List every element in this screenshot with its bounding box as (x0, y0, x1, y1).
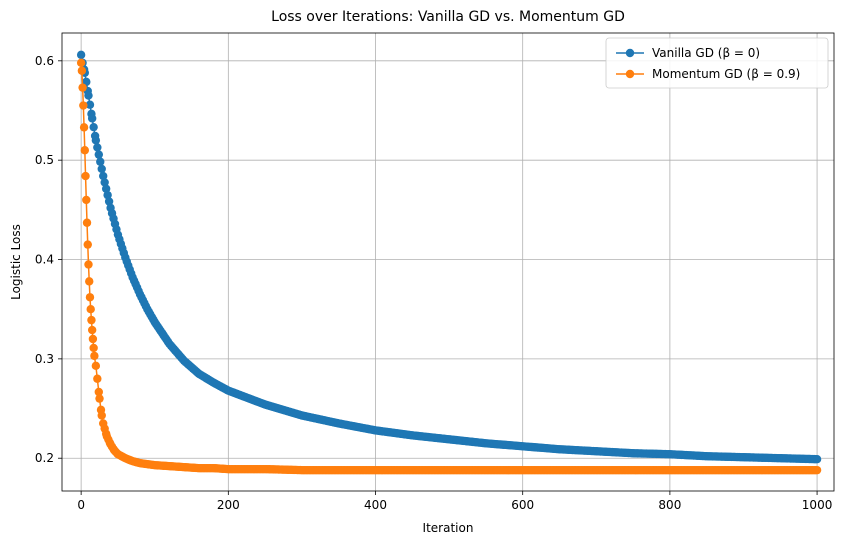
data-point (84, 91, 93, 100)
series-line (80, 54, 818, 460)
data-point (89, 122, 98, 132)
data-point (83, 240, 92, 249)
data-point (87, 325, 97, 335)
y-tick-label: 0.3 (35, 352, 54, 366)
legend-item: Vanilla GD (β = 0) (616, 46, 760, 60)
data-point (97, 164, 106, 174)
data-point (94, 387, 104, 397)
data-point (77, 66, 87, 75)
y-tick-label: 0.2 (35, 451, 54, 465)
legend: Vanilla GD (β = 0) Momentum GD (β = 0.9) (605, 37, 829, 89)
data-point (812, 455, 822, 464)
x-tick-label: 0 (77, 498, 85, 512)
y-tick-label: 0.5 (35, 153, 54, 167)
data-point (104, 197, 114, 206)
data-point (85, 277, 94, 286)
y-tick-label: 0.6 (35, 54, 54, 68)
data-point (91, 361, 101, 371)
data-point (89, 343, 98, 353)
data-point (86, 304, 95, 314)
data-point (99, 171, 108, 181)
data-point (96, 157, 105, 166)
x-tick-label: 1000 (802, 498, 833, 512)
data-point (812, 465, 822, 475)
legend-item: Momentum GD (β = 0.9) (616, 67, 800, 81)
y-axis-label: Logistic Loss (9, 224, 23, 300)
data-point (100, 178, 109, 187)
plot-frame (61, 32, 835, 492)
grid (62, 33, 834, 491)
data-point (81, 171, 90, 181)
x-axis-label: Iteration (423, 521, 474, 535)
data-point (90, 351, 99, 361)
chart-title: Loss over Iterations: Vanilla GD vs. Mom… (271, 9, 625, 25)
x-tick-label: 200 (217, 498, 240, 512)
data-point (80, 146, 90, 155)
series-1 (76, 50, 822, 464)
data-point (79, 101, 88, 110)
data-point (93, 374, 102, 383)
legend-label: Vanilla GD (β = 0) (652, 46, 760, 60)
data-point (97, 411, 106, 420)
data-point (91, 136, 101, 145)
x-tick-label: 800 (658, 498, 681, 512)
y-tick-label: 0.4 (35, 253, 54, 267)
data-point (88, 334, 98, 344)
series-layer (76, 50, 822, 475)
ticks: 0 200 400 600 800 1000 0.2 0.3 0.4 0.5 0.6 (35, 54, 832, 512)
series-line (80, 62, 818, 471)
data-point (95, 394, 104, 403)
data-point (82, 218, 92, 227)
data-point (93, 143, 102, 152)
x-tick-label: 600 (511, 498, 534, 512)
data-point (79, 123, 89, 132)
data-point (85, 293, 95, 302)
data-point (87, 315, 96, 325)
legend-box (605, 37, 829, 89)
series-2 (76, 58, 822, 475)
data-point (101, 184, 111, 193)
legend-swatch-marker (625, 48, 635, 58)
data-point (76, 58, 86, 67)
data-point (87, 114, 97, 123)
x-tick-label: 400 (364, 498, 387, 512)
legend-label: Momentum GD (β = 0.9) (652, 67, 800, 81)
data-point (78, 83, 87, 92)
data-point (103, 190, 112, 200)
data-point (85, 100, 95, 109)
data-point (82, 195, 91, 205)
data-point (94, 150, 104, 159)
legend-swatch-marker (625, 69, 635, 79)
data-point (84, 260, 93, 269)
data-point (76, 50, 86, 60)
